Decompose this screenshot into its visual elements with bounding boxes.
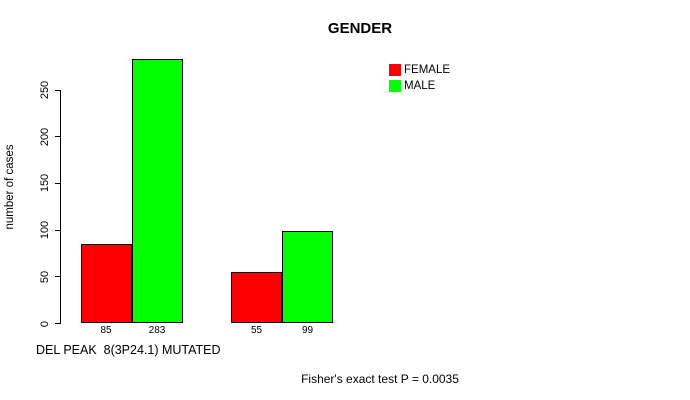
stats-annotation: Fisher's exact test P = 0.0035	[301, 372, 459, 386]
bar-male-group2	[282, 231, 333, 324]
legend-label-female: FEMALE	[404, 64, 451, 76]
bar-male-group1	[131, 59, 183, 324]
y-tick	[55, 229, 60, 231]
female-swatch-icon	[389, 64, 401, 76]
chart-title: GENDER	[327, 20, 393, 37]
legend: FEMALE MALE	[389, 62, 450, 94]
y-tick	[55, 89, 60, 91]
y-axis-line	[60, 89, 61, 324]
x-axis-label: DEL PEAK 8(3P24.1) MUTATED	[36, 343, 221, 357]
y-tick-label: 50	[39, 270, 51, 283]
y-tick	[55, 136, 60, 138]
y-tick	[55, 276, 60, 278]
bar-value-label-female-group1: 85	[100, 325, 112, 336]
y-tick-label: 250	[39, 80, 51, 100]
bar-female-group2	[231, 272, 282, 324]
y-tick	[55, 182, 60, 184]
bar-value-label-female-group2: 55	[250, 325, 263, 336]
y-tick-label: 200	[39, 127, 51, 147]
y-tick-label: 100	[39, 220, 51, 240]
bar-value-label-male-group1: 283	[148, 325, 166, 336]
y-tick-label: 0	[39, 320, 51, 327]
legend-item-male: MALE	[389, 78, 450, 94]
y-tick-label: 150	[39, 174, 51, 193]
bar-female-group1	[80, 244, 132, 324]
male-swatch-icon	[389, 80, 401, 92]
bar-value-label-male-group2: 99	[301, 325, 314, 336]
y-tick	[55, 323, 60, 324]
legend-label-male: MALE	[404, 80, 436, 92]
y-axis-label: number of cases	[4, 144, 16, 230]
legend-item-female: FEMALE	[389, 62, 450, 78]
